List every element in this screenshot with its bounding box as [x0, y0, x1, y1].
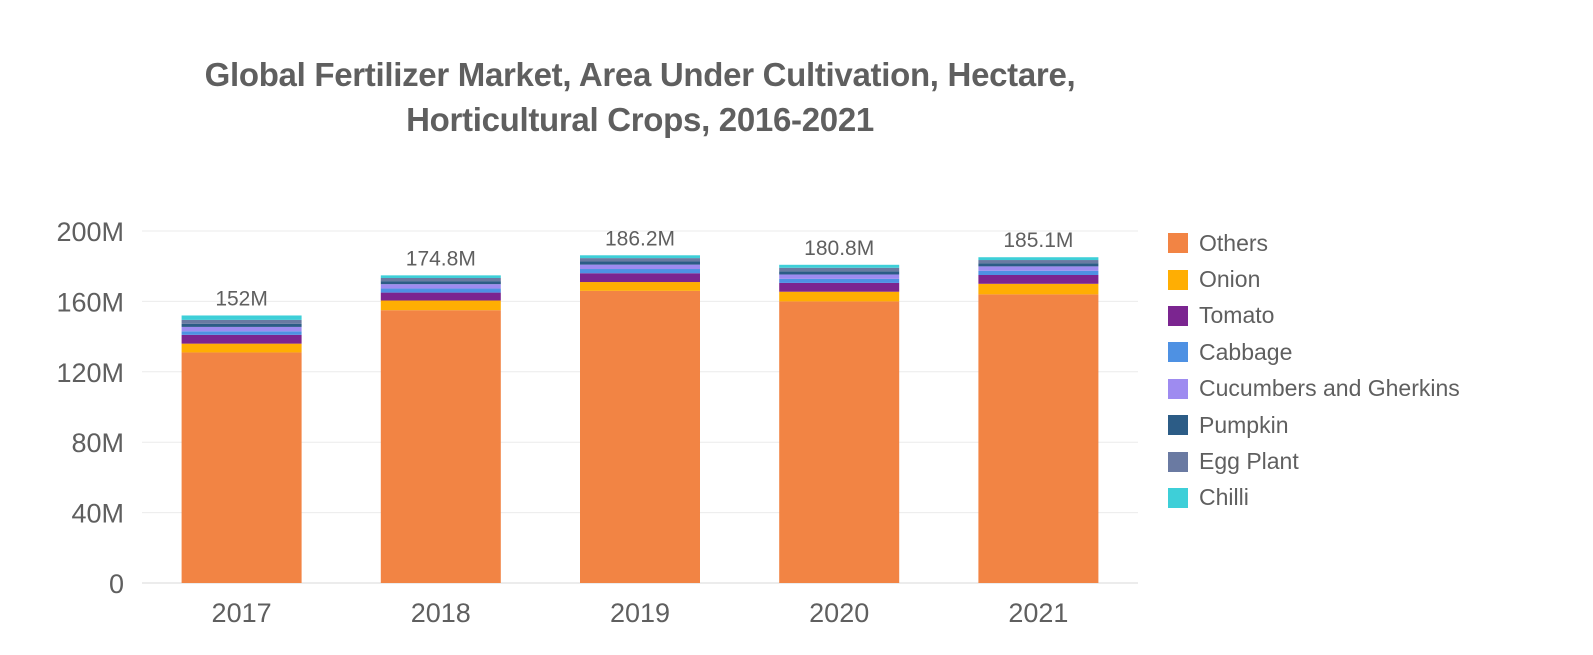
bar-segment-others-2017	[181, 352, 302, 583]
legend-item: Egg Plant	[1168, 443, 1460, 479]
bar-segment-egg-plant-2021	[978, 260, 1099, 264]
bar-segment-cabbage-2018	[380, 288, 501, 293]
legend-label: Cucumbers and Gherkins	[1199, 375, 1460, 402]
legend-item: Chilli	[1168, 480, 1460, 516]
bar-segment-chilli-2017	[181, 315, 302, 320]
legend-label: Pumpkin	[1199, 411, 1289, 438]
bar-segment-cabbage-2019	[580, 269, 700, 274]
x-tick-label: 2017	[212, 598, 272, 628]
x-tick-label: 2019	[610, 598, 670, 628]
bar-segment-egg-plant-2017	[181, 319, 302, 324]
y-tick-label: 80M	[71, 428, 124, 458]
x-tick-label: 2021	[1008, 598, 1068, 628]
bar-segment-cucumbers-and-gherkins-2017	[181, 326, 302, 332]
bar-segment-others-2019	[580, 290, 700, 583]
legend-swatch	[1168, 451, 1188, 472]
y-tick-label: 0	[109, 569, 124, 599]
data-label-total: 152M	[215, 287, 268, 310]
bar-segment-egg-plant-2020	[779, 267, 900, 272]
y-tick-label: 200M	[56, 217, 124, 247]
x-tick-label: 2018	[411, 598, 471, 628]
legend-label: Chilli	[1199, 484, 1249, 511]
bar-segment-egg-plant-2019	[580, 258, 700, 262]
bar-segment-cucumbers-and-gherkins-2020	[779, 274, 900, 279]
bar-segment-onion-2019	[580, 282, 700, 291]
chart-title-line-2: Horticultural Crops, 2016-2021	[406, 101, 874, 138]
legend-swatch	[1168, 342, 1188, 363]
bar-segment-pumpkin-2020	[779, 271, 900, 275]
legend-swatch	[1168, 487, 1188, 508]
bar-segment-cabbage-2017	[181, 331, 302, 335]
data-label-total: 174.8M	[406, 247, 476, 270]
legend-item: Cucumbers and Gherkins	[1168, 371, 1460, 407]
bar-segment-onion-2018	[380, 300, 501, 311]
bar-segment-chilli-2020	[779, 264, 900, 268]
bar-segment-tomato-2020	[779, 282, 900, 292]
bar-segment-pumpkin-2019	[580, 261, 700, 265]
bar-segment-chilli-2021	[978, 257, 1099, 261]
bar-segment-pumpkin-2018	[380, 281, 501, 285]
bar-segment-cucumbers-and-gherkins-2021	[978, 266, 1099, 271]
legend-swatch	[1168, 305, 1188, 326]
bar-segment-pumpkin-2021	[978, 263, 1099, 267]
chart-title: Global Fertilizer Market, Area Under Cul…	[140, 52, 1140, 142]
data-label-total: 186.2M	[605, 227, 675, 250]
legend-swatch	[1168, 415, 1188, 436]
bar-segment-egg-plant-2018	[380, 277, 501, 282]
legend-label: Cabbage	[1199, 338, 1293, 365]
legend-label: Others	[1199, 229, 1269, 256]
bar-segment-cabbage-2020	[779, 278, 900, 283]
bar-segment-pumpkin-2017	[181, 323, 302, 327]
bar-segment-tomato-2019	[580, 273, 700, 283]
bar-segment-tomato-2018	[380, 292, 501, 301]
bar-segment-onion-2021	[978, 283, 1099, 295]
bar-segment-cucumbers-and-gherkins-2018	[380, 284, 501, 289]
legend-item: Cabbage	[1168, 334, 1460, 370]
bar-segment-chilli-2018	[380, 275, 501, 278]
x-tick-label: 2020	[809, 598, 869, 628]
chart-legend: Others Onion Tomato Cabbage Cucumbers and Gh…	[1168, 225, 1460, 516]
legend-swatch	[1168, 378, 1188, 399]
y-tick-label: 160M	[56, 287, 124, 317]
y-tick-label: 120M	[56, 358, 124, 388]
legend-item: Tomato	[1168, 298, 1460, 334]
bar-segment-others-2018	[380, 310, 501, 583]
bar-segment-others-2020	[779, 301, 900, 583]
legend-item: Pumpkin	[1168, 407, 1460, 443]
bar-segment-cucumbers-and-gherkins-2019	[580, 264, 700, 270]
y-tick-label: 40M	[71, 499, 124, 529]
bar-segment-cabbage-2021	[978, 270, 1099, 275]
data-label-total: 180.8M	[804, 237, 874, 260]
bar-segment-tomato-2017	[181, 334, 302, 344]
legend-swatch	[1168, 269, 1188, 290]
legend-label: Egg Plant	[1199, 448, 1299, 475]
legend-item: Others	[1168, 225, 1460, 261]
bar-segment-onion-2017	[181, 343, 302, 353]
chart-title-line-1: Global Fertilizer Market, Area Under Cul…	[204, 56, 1076, 93]
bar-segment-tomato-2021	[978, 275, 1099, 284]
legend-label: Tomato	[1199, 302, 1275, 329]
bar-segment-chilli-2019	[580, 255, 700, 259]
data-label-total: 185.1M	[1003, 229, 1073, 252]
legend-item: Onion	[1168, 261, 1460, 297]
bar-segment-onion-2020	[779, 291, 900, 302]
bar-segment-others-2021	[978, 294, 1099, 583]
legend-swatch	[1168, 233, 1188, 254]
legend-label: Onion	[1199, 266, 1261, 293]
